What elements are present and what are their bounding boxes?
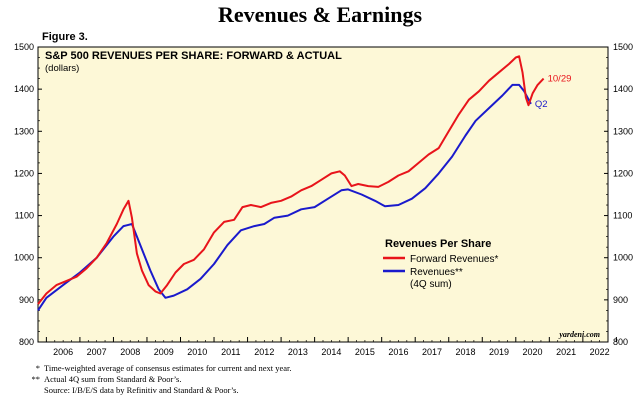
y-tick-label-left: 1000: [14, 253, 34, 263]
x-tick-label: 2011: [221, 347, 240, 357]
footnote-2: ** Actual 4Q sum from Standard & Poor’s.: [26, 374, 182, 384]
legend-title: Revenues Per Share: [385, 238, 491, 250]
y-tick-label-right: 1200: [613, 168, 633, 178]
x-tick-label: 2015: [355, 347, 375, 357]
footnote-1-mark: *: [35, 363, 40, 373]
x-tick-label: 2018: [455, 347, 475, 357]
footnote-2-text: Actual 4Q sum from Standard & Poor’s.: [44, 374, 182, 384]
actual-end-label: Q2: [535, 99, 548, 110]
y-tick-label-right: 1300: [613, 126, 633, 136]
forward-revenues-line: [37, 55, 545, 305]
y-tick-label-right: 1400: [613, 84, 633, 94]
x-tick-label: 2017: [422, 347, 442, 357]
x-tick-label: 2020: [523, 347, 543, 357]
footnote-1-text: Time-weighted average of consensus estim…: [44, 363, 292, 373]
legend-label-actual-note: (4Q sum): [410, 279, 452, 290]
x-tick-label: 2010: [187, 347, 207, 357]
x-tick-label: 2006: [53, 347, 73, 357]
y-tick-label-right: 900: [613, 295, 628, 305]
y-tick-label-right: 1000: [613, 253, 633, 263]
y-tick-label-left: 1300: [14, 126, 34, 136]
legend-label-forward: Forward Revenues*: [410, 254, 498, 265]
chart-title: S&P 500 REVENUES PER SHARE: FORWARD & AC…: [45, 50, 342, 62]
series-lines: [37, 55, 545, 311]
watermark: yardeni.com: [558, 330, 600, 339]
x-tick-label: 2016: [388, 347, 408, 357]
y-tick-label-left: 900: [19, 295, 34, 305]
footnote-3-text: Source: I/B/E/S data by Refinitiv and St…: [44, 385, 239, 395]
y-tick-label-left: 1100: [15, 211, 34, 221]
y-tick-label-left: 1500: [14, 42, 34, 52]
x-tick-label: 2014: [321, 347, 341, 357]
forward-end-label: 10/29: [548, 74, 572, 85]
y-axis-labels-left: 800 900 1000 1100 1200 1300 1400 1500: [14, 42, 34, 347]
legend: Revenues Per Share Forward Revenues* Rev…: [383, 238, 498, 290]
y-tick-label-left: 800: [19, 337, 34, 347]
chart-subtitle: (dollars): [45, 63, 79, 74]
footnote-1: * Time-weighted average of consensus esti…: [26, 363, 292, 373]
y-tick-label-left: 1200: [14, 168, 34, 178]
x-tick-label: 2019: [489, 347, 509, 357]
footnote-2-mark: **: [31, 374, 41, 384]
x-tick-label: 2013: [288, 347, 308, 357]
y-tick-label-right: 1100: [613, 211, 632, 221]
x-axis-labels: 2006 2007 2008 2009 2010 2011 2012 2013 2014 2015…: [53, 347, 610, 357]
figure-label: Figure 3.: [42, 31, 88, 43]
x-tick-label: 2012: [254, 347, 274, 357]
x-tick-label: 2022: [590, 347, 610, 357]
x-tick-label: 2008: [120, 347, 140, 357]
y-tick-label-left: 1400: [14, 84, 34, 94]
legend-label-actual: Revenues**: [410, 267, 463, 278]
x-tick-label: 2007: [87, 347, 107, 357]
footnote-3: Source: I/B/E/S data by Refinitiv and St…: [26, 385, 239, 395]
axis-ticks: [38, 46, 617, 343]
page-title: Revenues & Earnings: [217, 2, 423, 27]
plot-area: [37, 46, 609, 343]
x-tick-label: 2009: [154, 347, 174, 357]
y-tick-label-right: 800: [613, 337, 628, 347]
y-tick-label-right: 1500: [613, 42, 633, 52]
y-axis-labels-right: 800 900 1000 1100 1200 1300 1400 1500: [613, 42, 633, 347]
x-tick-label: 2021: [556, 347, 576, 357]
